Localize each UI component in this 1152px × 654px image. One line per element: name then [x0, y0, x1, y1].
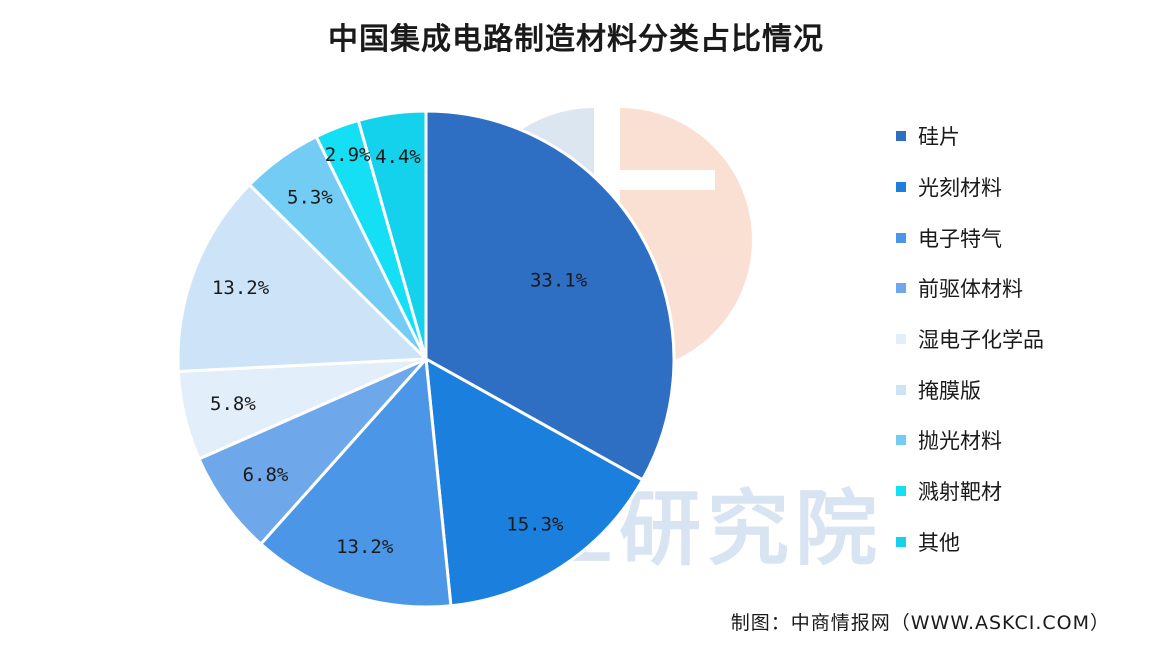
legend-label: 光刻材料: [918, 176, 1002, 201]
legend-swatch: [896, 182, 906, 193]
pie-slice: [356, 109, 428, 360]
pie-slices: [176, 109, 676, 609]
legend-swatch: [896, 131, 906, 142]
legend-swatch: [896, 435, 906, 446]
pie-slice: [424, 109, 676, 482]
legend-swatch: [896, 486, 906, 497]
legend-label: 电子特气: [918, 226, 1002, 251]
pie-data-label: 4.4%: [375, 146, 421, 168]
pie-data-label: 5.3%: [287, 187, 333, 209]
legend-label: 抛光材料: [918, 429, 1002, 454]
legend-label: 溅射靶材: [918, 480, 1002, 505]
legend-item: 硅片: [896, 111, 1044, 162]
pie-slice: [176, 182, 430, 374]
pie-slice: [424, 356, 645, 608]
legend-swatch: [896, 283, 906, 294]
legend-item: 掩膜版: [896, 364, 1044, 415]
legend-item: 前驱体材料: [896, 263, 1044, 314]
pie-slice: [197, 357, 428, 547]
source-note: 制图：中商情报网（WWW.ASKCI.COM）: [730, 612, 1110, 634]
legend-swatch: [896, 232, 906, 243]
legend-label: 湿电子化学品: [918, 328, 1044, 353]
pie-slice: [258, 355, 453, 609]
legend-label: 其他: [918, 530, 960, 555]
legend-item: 光刻材料: [896, 162, 1044, 213]
chart-title: 中国集成电路制造材料分类占比情况: [328, 22, 824, 57]
pie-data-label: 2.9%: [325, 144, 371, 166]
pie-data-label: 6.8%: [243, 464, 289, 486]
legend-swatch: [896, 334, 906, 345]
pie-data-labels: 33.1% 15.3% 13.2% 6.8% 5.8% 13.2% 5.3% 2.9% 4.4%: [210, 144, 588, 558]
pie-data-label: 15.3%: [506, 513, 564, 535]
legend-swatch: [896, 384, 906, 395]
watermark-logo-notch: [620, 170, 715, 190]
pie-data-label: 5.8%: [210, 393, 256, 415]
legend-swatch: [896, 536, 906, 547]
legend-label: 前驱体材料: [918, 277, 1023, 302]
legend: 硅片光刻材料电子特气前驱体材料湿电子化学品 掩膜版抛光材料溅射靶材其他: [896, 111, 1044, 567]
pie-data-label: 13.2%: [336, 536, 394, 558]
legend-item: 溅射靶材: [896, 466, 1044, 517]
legend-item: 抛光材料: [896, 415, 1044, 466]
pie-data-label: 33.1%: [530, 270, 588, 292]
legend-item: 电子特气: [896, 212, 1044, 263]
legend-item: 其他: [896, 517, 1044, 568]
legend-label: 掩膜版: [918, 378, 981, 403]
legend-item: 湿电子化学品: [896, 314, 1044, 365]
pie-data-label: 13.2%: [212, 277, 270, 299]
legend-label: 硅片: [918, 125, 960, 150]
